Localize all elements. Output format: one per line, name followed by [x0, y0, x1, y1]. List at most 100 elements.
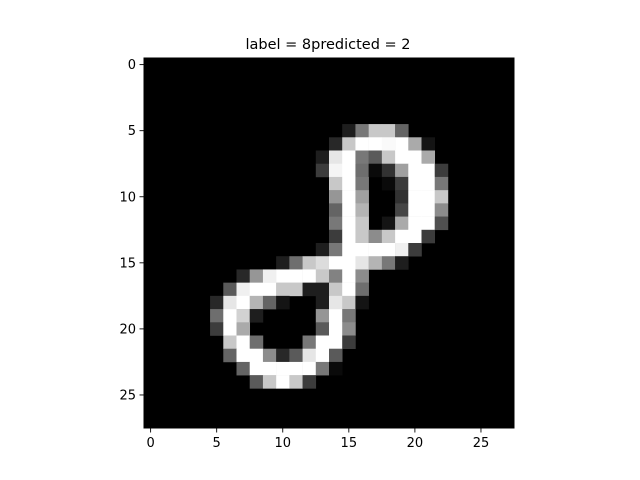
heatmap-cell — [302, 335, 317, 350]
heatmap-cell — [355, 295, 369, 310]
heatmap-cell — [355, 243, 369, 257]
heatmap-cell — [342, 216, 356, 231]
y-tick-label: 15 — [119, 256, 136, 271]
heatmap-cell — [315, 150, 330, 165]
heatmap-cell — [262, 361, 277, 376]
heatmap-cell — [408, 150, 422, 165]
heatmap-cell — [381, 124, 396, 138]
heatmap-cell — [262, 375, 277, 389]
heatmap-cell — [329, 322, 343, 336]
y-axis: 0 5 10 15 20 25 — [119, 58, 144, 403]
y-tick-label: 5 — [128, 124, 136, 139]
heatmap-cell — [355, 137, 369, 151]
heatmap-cell — [315, 256, 330, 270]
heatmap-cell — [408, 137, 422, 151]
heatmap-cell — [329, 137, 343, 151]
heatmap-cell — [276, 375, 290, 389]
x-axis: 0 5 10 15 20 25 — [146, 428, 489, 451]
heatmap-cell — [210, 295, 224, 310]
heatmap-cell — [395, 216, 409, 231]
heatmap-cell — [302, 348, 317, 363]
heatmap-cell — [355, 150, 369, 165]
heatmap-cell — [355, 203, 369, 217]
heatmap-cell — [342, 150, 356, 165]
heatmap-cell — [342, 190, 356, 204]
heatmap-cell — [421, 203, 436, 217]
heatmap-cell — [421, 137, 436, 151]
heatmap-cell — [355, 124, 369, 138]
heatmap-cell — [329, 295, 343, 310]
heatmap-cell — [223, 335, 237, 350]
heatmap-cell — [315, 348, 330, 363]
heatmap-cell — [289, 256, 303, 270]
heatmap-cell — [223, 282, 237, 297]
heatmap-cell — [342, 322, 356, 336]
heatmap-cell — [395, 163, 409, 178]
heatmap-cell — [236, 309, 251, 323]
heatmap-cell — [329, 243, 343, 257]
heatmap-cell — [329, 190, 343, 204]
heatmap-cell — [289, 282, 303, 297]
heatmap-cell — [249, 295, 264, 310]
heatmap-cell — [355, 176, 369, 191]
heatmap-cell — [249, 375, 264, 389]
heatmap-cell — [421, 176, 436, 191]
heatmap-cell — [329, 150, 343, 165]
heatmap-cell — [329, 229, 343, 244]
heatmap-cell — [434, 216, 449, 231]
heatmap-cell — [276, 361, 290, 376]
axes-frame — [143, 57, 515, 429]
heatmap-cell — [355, 269, 369, 283]
heatmap-cell — [329, 361, 343, 376]
heatmap-cell — [395, 243, 409, 257]
heatmap-cell — [262, 295, 277, 310]
heatmap-cell — [223, 295, 237, 310]
heatmap-cell — [329, 348, 343, 363]
heatmap-cell — [236, 269, 251, 283]
heatmap-cell — [315, 282, 330, 297]
chart-title: label = 8predicted = 2 — [245, 37, 410, 53]
heatmap-cell — [395, 203, 409, 217]
heatmap-cell — [236, 322, 251, 336]
heatmap-cell — [289, 269, 303, 283]
heatmap-cell — [210, 322, 224, 336]
heatmap-cell — [408, 176, 422, 191]
heatmap-cell — [342, 163, 356, 178]
heatmap-cell — [434, 190, 449, 204]
y-tick-label: 10 — [119, 190, 136, 205]
heatmap-cell — [236, 295, 251, 310]
heatmap-cell — [342, 309, 356, 323]
heatmap-cell — [355, 282, 369, 297]
heatmap-cell — [434, 176, 449, 191]
heatmap-cell — [329, 269, 343, 283]
heatmap-cell — [421, 216, 436, 231]
heatmap-cell — [236, 335, 251, 350]
y-tick-label: 0 — [128, 58, 136, 73]
heatmap-cell — [408, 163, 422, 178]
heatmap-cell — [249, 282, 264, 297]
heatmap-cell — [315, 243, 330, 257]
heatmap-cell — [381, 150, 396, 165]
heatmap-cell — [302, 282, 317, 297]
heatmap-cell — [434, 203, 449, 217]
x-tick-label: 20 — [407, 436, 424, 451]
heatmap-cell — [315, 295, 330, 310]
heatmap-cell — [342, 295, 356, 310]
heatmap-cell — [210, 309, 224, 323]
heatmap-cell — [276, 269, 290, 283]
heatmap-cell — [329, 335, 343, 350]
heatmap-cell — [315, 309, 330, 323]
heatmap-cell — [368, 137, 383, 151]
heatmap-cell — [342, 243, 356, 257]
heatmap-cell — [315, 361, 330, 376]
heatmap-cell — [262, 348, 277, 363]
heatmap-cell — [249, 348, 264, 363]
heatmap-cell — [236, 282, 251, 297]
heatmap-cell — [408, 203, 422, 217]
heatmap-cell — [289, 375, 303, 389]
heatmap-cell — [368, 124, 383, 138]
heatmap-cell — [302, 256, 317, 270]
heatmap-cell — [249, 309, 264, 323]
heatmap-cell — [276, 348, 290, 363]
